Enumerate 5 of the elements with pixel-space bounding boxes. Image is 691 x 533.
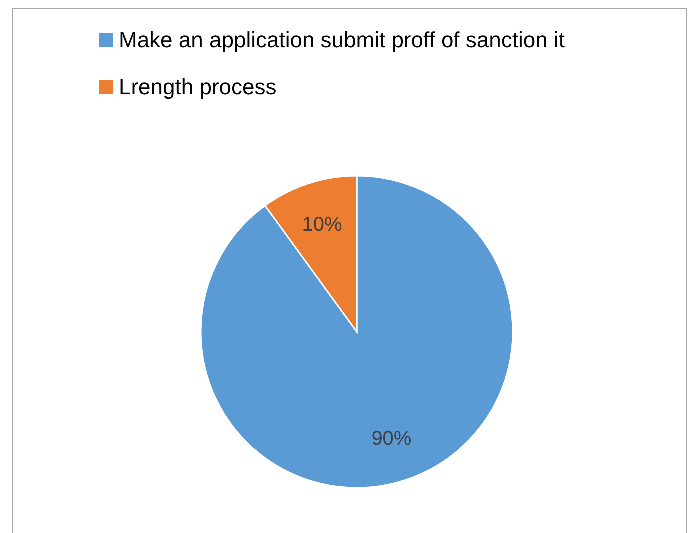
pie-slice: [200, 175, 514, 488]
legend-label: Lrength process: [119, 74, 277, 100]
legend-label: Make an application submit proff of sanction it: [119, 28, 565, 52]
data-label: 10%: [302, 214, 343, 236]
data-label: 90%: [372, 428, 412, 450]
